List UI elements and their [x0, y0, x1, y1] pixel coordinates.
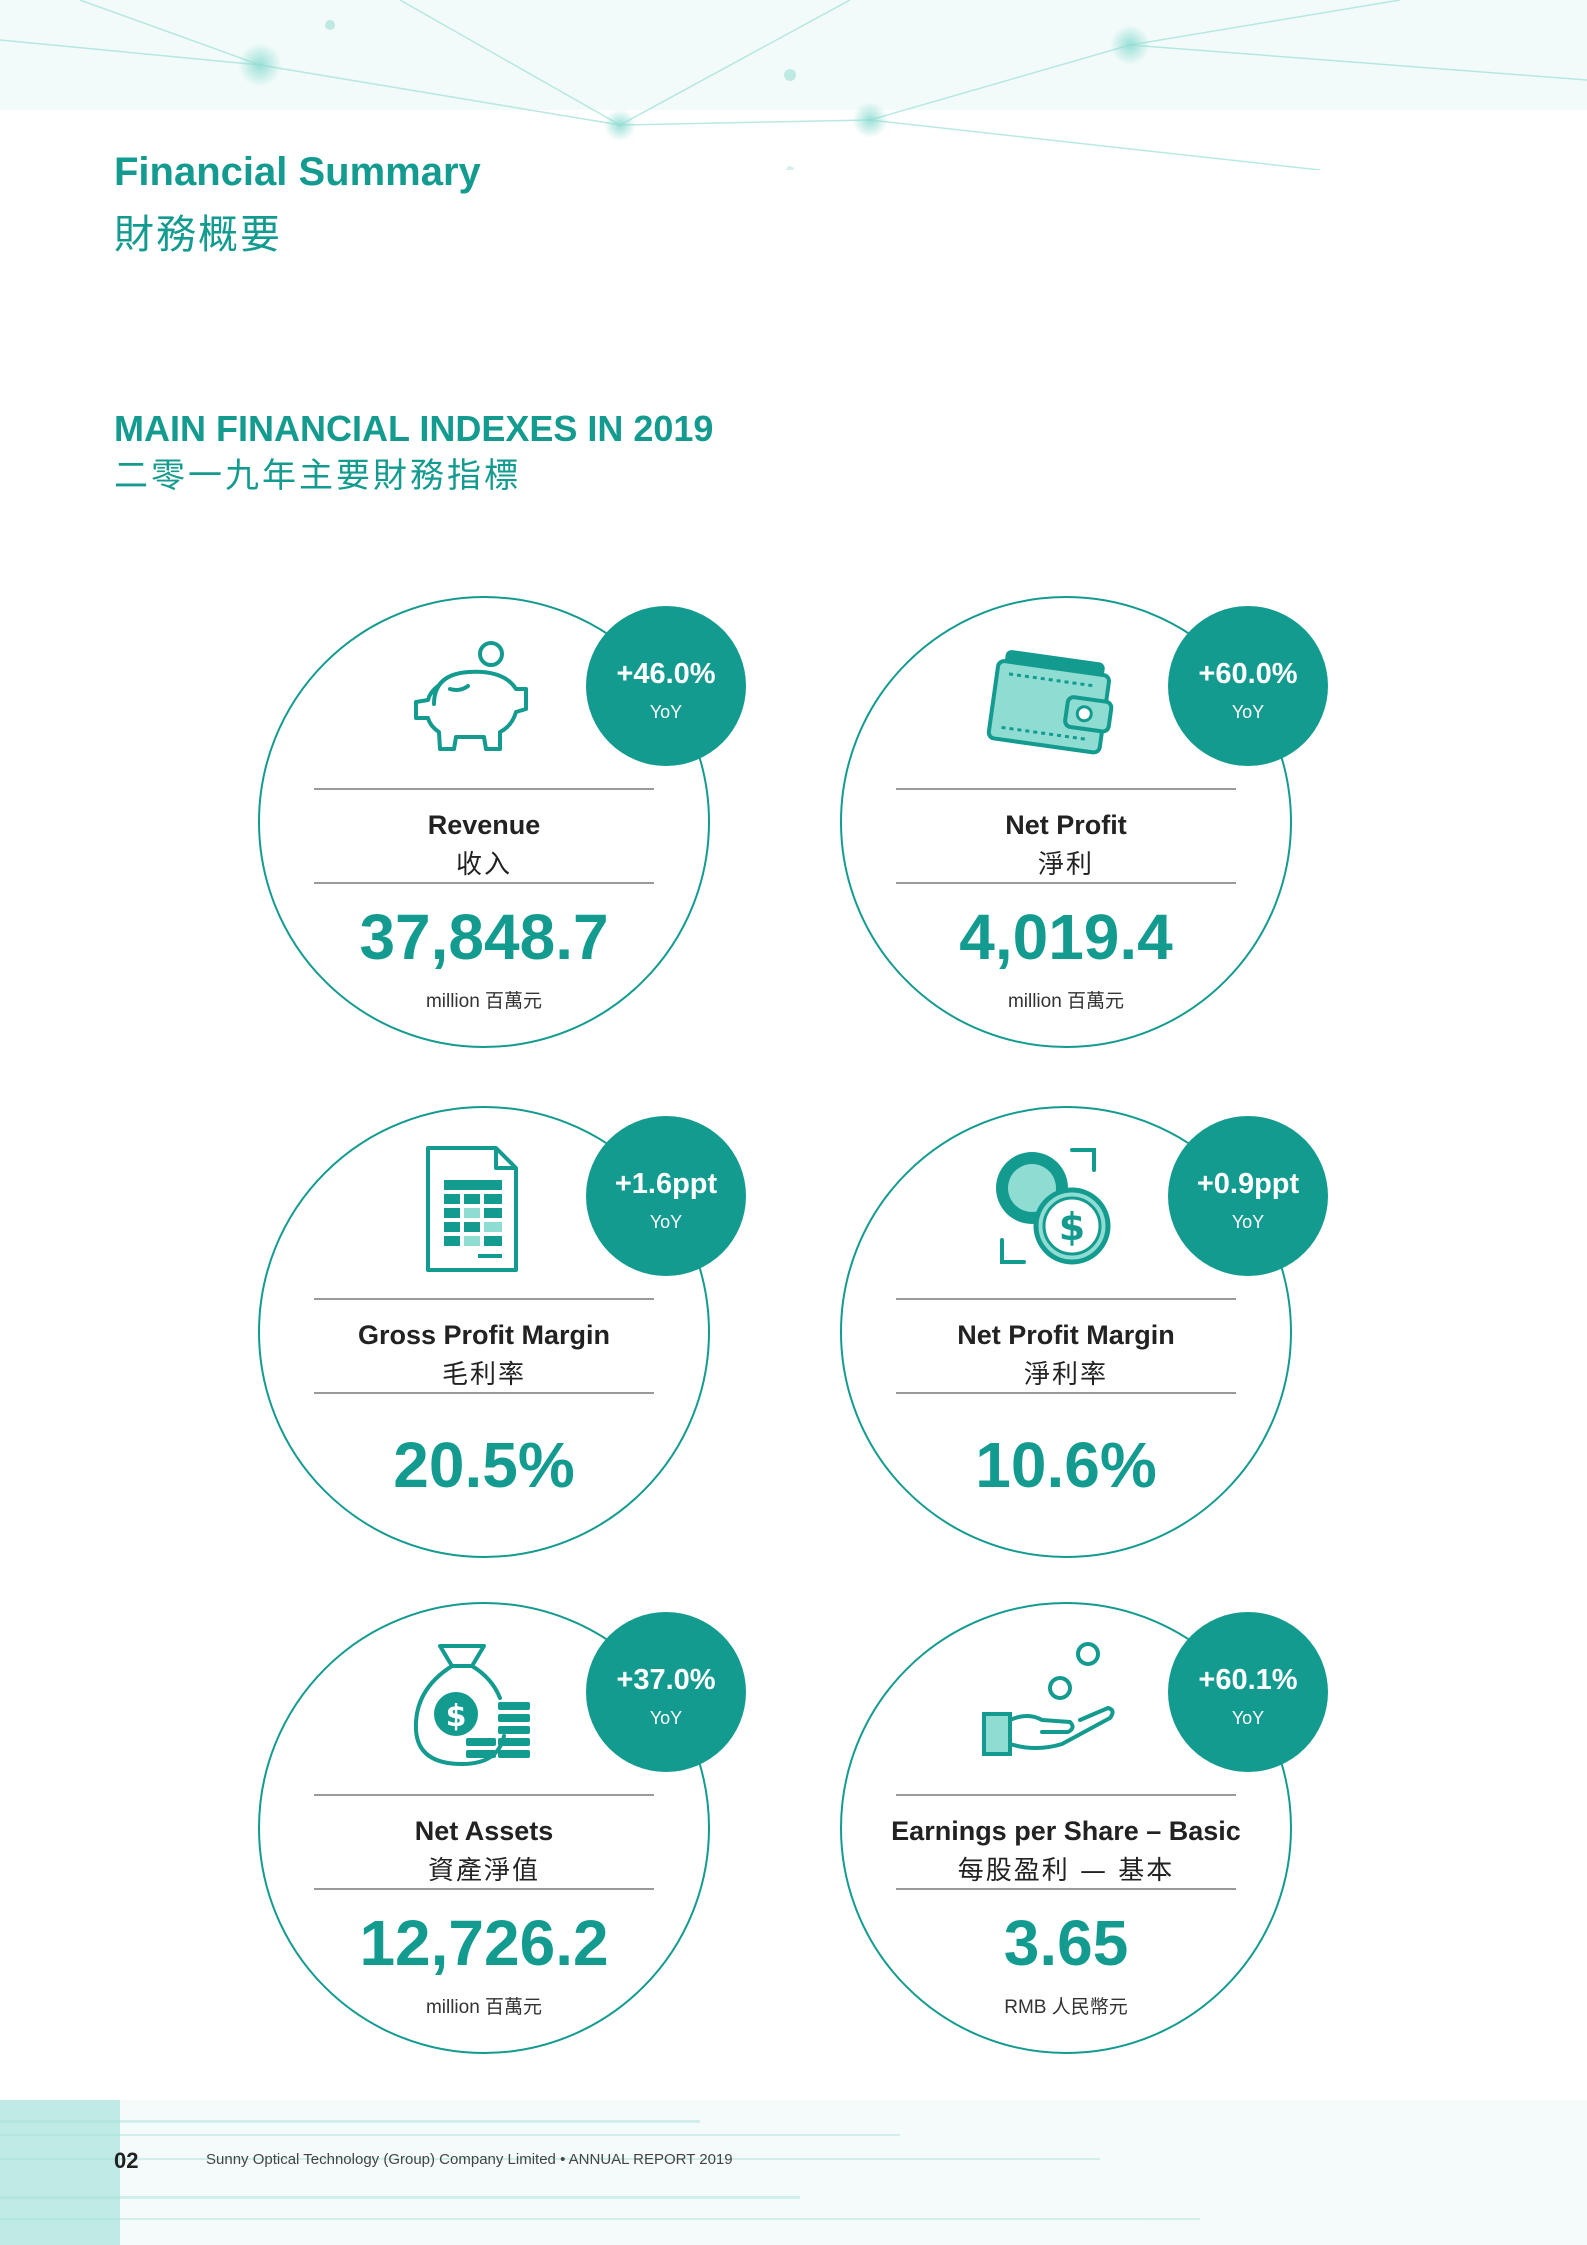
divider [314, 1298, 654, 1300]
metric-label-chinese: 每股盈利 — 基本 [957, 1856, 1175, 1886]
yoy-label: YoY [649, 702, 683, 722]
metric-label-chinese: 淨利率 [1023, 1360, 1108, 1390]
metric-label-chinese: 收入 [455, 850, 512, 880]
yoy-change: +37.0% [616, 1664, 716, 1696]
money-bag-icon: $ [413, 1644, 530, 1766]
section-title-chinese: 二零一九年主要財務指標 [114, 456, 521, 496]
yoy-change: +60.1% [1198, 1664, 1298, 1696]
page-number: 02 [114, 2148, 139, 2173]
metric-value: 37,848.7 [359, 901, 609, 973]
divider [314, 882, 654, 884]
divider [896, 882, 1236, 884]
decorative-footer-band [0, 2100, 1587, 2245]
yoy-badge: +60.0% YoY [1168, 606, 1328, 766]
yoy-badge: +60.1% YoY [1168, 1612, 1328, 1772]
metric-label-chinese: 毛利率 [441, 1360, 526, 1390]
spreadsheet-icon [426, 1146, 518, 1272]
metric-label: Net Assets [414, 1816, 554, 1846]
metric-value: 20.5% [393, 1429, 575, 1501]
svg-text:$: $ [446, 1699, 467, 1734]
yoy-label: YoY [1231, 1212, 1265, 1232]
page-title-chinese: 財務概要 [114, 212, 282, 258]
revenue-card: +46.0% YoY Revenue 收入 37,848.7 million 百… [258, 596, 746, 1048]
yoy-label: YoY [1231, 702, 1265, 722]
metric-label: Revenue [427, 810, 541, 840]
yoy-badge: +37.0% YoY [586, 1612, 746, 1772]
coin-exchange-icon: $ [996, 1148, 1111, 1265]
decorative-network-header [0, 0, 1587, 170]
wallet-icon [986, 650, 1114, 755]
yoy-change: +1.6ppt [614, 1168, 718, 1200]
divider [896, 1392, 1236, 1394]
metric-label: Net Profit Margin [957, 1320, 1175, 1350]
divider [314, 1888, 654, 1890]
metric-unit: million 百萬元 [425, 1997, 543, 2018]
yoy-label: YoY [649, 1708, 683, 1728]
svg-text:$: $ [1059, 1205, 1085, 1249]
yoy-badge: +46.0% YoY [586, 606, 746, 766]
metric-label: Earnings per Share – Basic [891, 1816, 1241, 1846]
yoy-change: +60.0% [1198, 658, 1298, 690]
yoy-label: YoY [649, 1212, 683, 1232]
earnings-per-share-card: +60.1% YoY Earnings per Share – Basic 每股… [840, 1602, 1328, 2054]
metric-label-chinese: 淨利 [1037, 850, 1094, 880]
net-profit-margin-card: $ +0.9ppt YoY Net Profit Margin 淨利率 10.6… [840, 1106, 1328, 1558]
divider [896, 788, 1236, 790]
metric-value: 4,019.4 [959, 901, 1173, 973]
piggy-bank-icon [414, 641, 528, 751]
divider [314, 1392, 654, 1394]
divider [896, 1794, 1236, 1796]
metric-unit: RMB 人民幣元 [1004, 1997, 1128, 2018]
net-profit-card: +60.0% YoY Net Profit 淨利 4,019.4 million… [840, 596, 1328, 1048]
page-title: Financial Summary [114, 150, 481, 194]
yoy-change: +0.9ppt [1196, 1168, 1300, 1200]
hand-coins-icon [982, 1642, 1115, 1756]
yoy-change: +46.0% [616, 658, 716, 690]
yoy-label: YoY [1231, 1708, 1265, 1728]
net-assets-card: $ +37.0% YoY Net Assets 資產淨值 12,726.2 mi… [258, 1602, 746, 2054]
divider [896, 1298, 1236, 1300]
divider [896, 1888, 1236, 1890]
gross-profit-margin-card: +1.6ppt YoY Gross Profit Margin 毛利率 20.5… [258, 1106, 746, 1558]
metric-value: 10.6% [975, 1429, 1157, 1501]
metric-label-chinese: 資產淨值 [427, 1856, 540, 1886]
yoy-badge: +0.9ppt YoY [1168, 1116, 1328, 1276]
metric-label: Gross Profit Margin [357, 1320, 611, 1350]
yoy-badge: +1.6ppt YoY [586, 1116, 746, 1276]
metric-unit: million 百萬元 [1007, 991, 1125, 1012]
section-title: MAIN FINANCIAL INDEXES IN 2019 [114, 408, 714, 449]
metric-value: 3.65 [1003, 1907, 1129, 1979]
divider [314, 1794, 654, 1796]
metric-label: Net Profit [1005, 810, 1127, 840]
footer-text: Sunny Optical Technology (Group) Company… [206, 2151, 733, 2168]
metric-value: 12,726.2 [359, 1907, 609, 1979]
divider [314, 788, 654, 790]
metric-unit: million 百萬元 [425, 991, 543, 1012]
